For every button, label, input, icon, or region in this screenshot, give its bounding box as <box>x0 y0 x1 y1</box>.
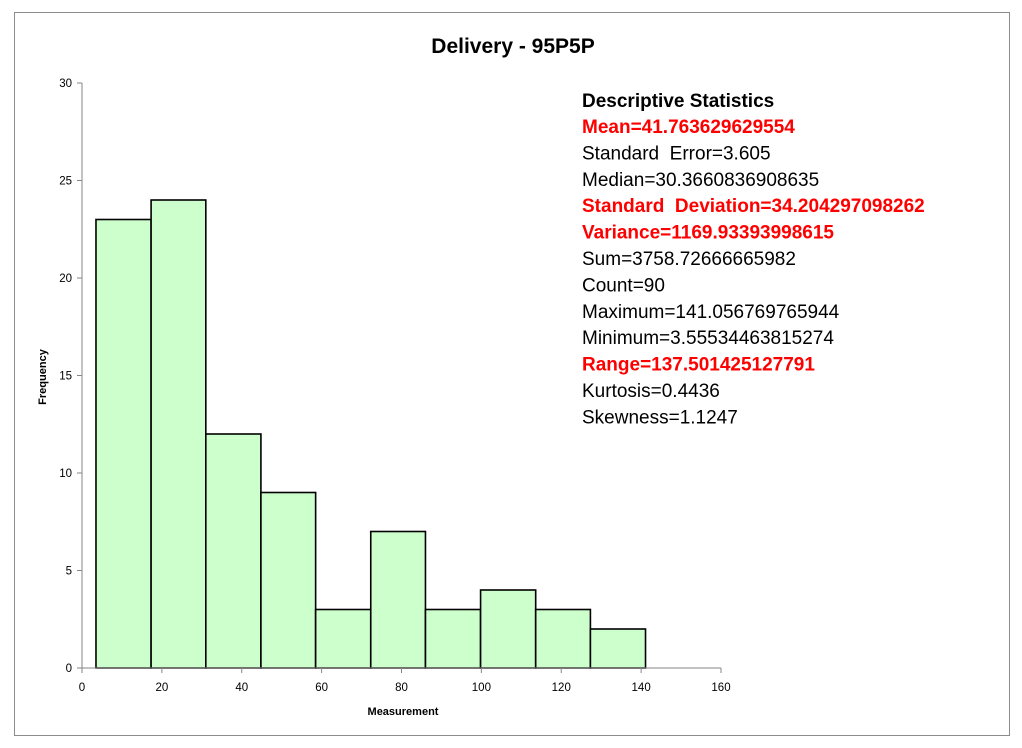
histogram-bar <box>589 628 647 669</box>
histogram-bar <box>314 608 372 669</box>
x-tick-label: 160 <box>711 682 730 694</box>
y-tick-label: 25 <box>59 176 72 188</box>
x-tick-label: 0 <box>79 682 85 694</box>
stats-line: Count=90 <box>582 275 665 296</box>
histogram-bar <box>479 589 537 669</box>
x-tick-label: 60 <box>315 682 328 694</box>
y-axis-label: Frequency <box>37 348 49 405</box>
histogram-bars <box>95 199 647 669</box>
histogram-bar <box>260 491 317 669</box>
x-tick-label: 100 <box>472 682 491 694</box>
stats-line: Median=30.3660836908635 <box>582 170 819 191</box>
histogram-chart: Delivery - 95P5P 0 5 10 15 20 25 30 0 20 40 60 80 1… <box>37 35 925 718</box>
stats-line: Sum=3758.72666665982 <box>582 249 796 270</box>
x-tick-label: 40 <box>235 682 248 694</box>
x-tick-label: 120 <box>552 682 571 694</box>
y-tick-label: 10 <box>59 468 72 480</box>
descriptive-statistics-annotation: Descriptive Statistics Mean=41.763629629… <box>582 91 925 428</box>
stats-line: Minimum=3.55534463815274 <box>582 328 834 349</box>
histogram-bar <box>95 218 152 669</box>
stats-line: Standard Deviation=34.204297098262 <box>582 196 925 217</box>
histogram-bar <box>534 608 592 669</box>
x-tick-label: 80 <box>395 682 408 694</box>
x-tick-label: 20 <box>155 682 168 694</box>
stats-heading: Descriptive Statistics <box>582 91 774 112</box>
stats-line: Kurtosis=0.4436 <box>582 381 720 402</box>
histogram-bar <box>205 433 262 669</box>
stats-line: Range=137.501425127791 <box>582 355 815 376</box>
x-axis-ticks: 0 20 40 60 80 100 120 140 160 <box>79 668 731 694</box>
stats-line: Maximum=141.056769765944 <box>582 302 840 323</box>
stats-line: Mean=41.763629629554 <box>582 117 795 138</box>
x-axis-label: Measurement <box>368 706 439 718</box>
stats-line: Standard Error=3.605 <box>582 143 771 164</box>
y-tick-label: 15 <box>59 371 72 383</box>
stats-line: Variance=1169.93393998615 <box>582 223 834 244</box>
y-tick-label: 20 <box>59 273 72 285</box>
chart-area: Delivery - 95P5P 0 5 10 15 20 25 30 0 20 40 60 80 1… <box>14 12 1010 736</box>
y-axis-ticks: 0 5 10 15 20 25 30 <box>59 78 82 675</box>
histogram-bar <box>369 530 427 669</box>
histogram-bar <box>150 199 207 669</box>
x-tick-label: 140 <box>632 682 651 694</box>
stats-line: Skewness=1.1247 <box>582 407 738 428</box>
chart-title: Delivery - 95P5P <box>431 35 594 58</box>
y-tick-label: 0 <box>66 663 72 675</box>
y-tick-label: 30 <box>59 78 72 90</box>
histogram-bar <box>424 608 482 669</box>
y-tick-label: 5 <box>66 566 72 578</box>
